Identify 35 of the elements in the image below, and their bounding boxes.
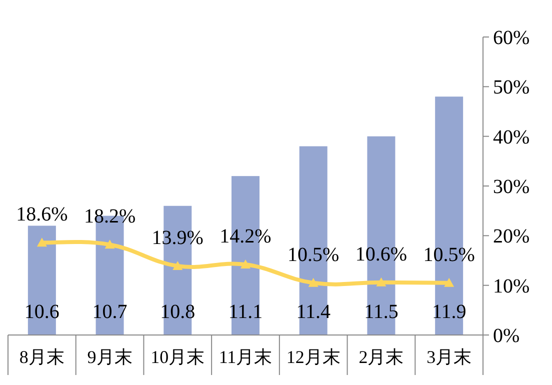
- x-tick-label: 10月末: [150, 347, 205, 367]
- x-tick-label: 11月末: [218, 347, 272, 367]
- point: [308, 278, 318, 287]
- point: [376, 277, 386, 286]
- y2-tick-label: 60%: [493, 27, 530, 49]
- x-tick-label: 8月末: [19, 347, 64, 367]
- data-label: 10.5%: [288, 244, 340, 266]
- y2-tick-label: 20%: [493, 226, 530, 248]
- x-tick-label: 3月末: [426, 347, 472, 367]
- data-label: 10.7: [92, 301, 128, 323]
- data-label: 10.6%: [355, 243, 408, 266]
- data-label: 11.1: [228, 301, 263, 323]
- data-label: 11.4: [296, 301, 330, 323]
- data-label: 11.5: [364, 301, 398, 323]
- y2-tick-label: 0%: [493, 325, 520, 347]
- data-label: 18.2%: [84, 206, 136, 228]
- point: [36, 238, 47, 247]
- point: [172, 260, 183, 270]
- data-label: 10.8: [160, 301, 196, 323]
- data-label: 11.9: [432, 301, 466, 323]
- x-tick-label: 2月末: [358, 347, 404, 367]
- data-label: 10.5%: [423, 244, 475, 266]
- point: [104, 240, 115, 249]
- y2-tick-label: 10%: [493, 275, 530, 298]
- x-tick-label: 9月末: [87, 347, 132, 367]
- data-label: 14.2%: [220, 225, 272, 248]
- data-label: 10.6: [24, 301, 60, 323]
- data-label: 13.9%: [152, 226, 204, 249]
- data-label: 18.6%: [16, 204, 68, 226]
- point: [240, 259, 250, 268]
- x-tick-label: 12月末: [286, 347, 340, 367]
- y2-tick-label: 40%: [493, 126, 530, 148]
- point: [444, 278, 454, 287]
- y2-tick-label: 30%: [493, 176, 530, 198]
- y2-tick-label: 50%: [493, 76, 530, 99]
